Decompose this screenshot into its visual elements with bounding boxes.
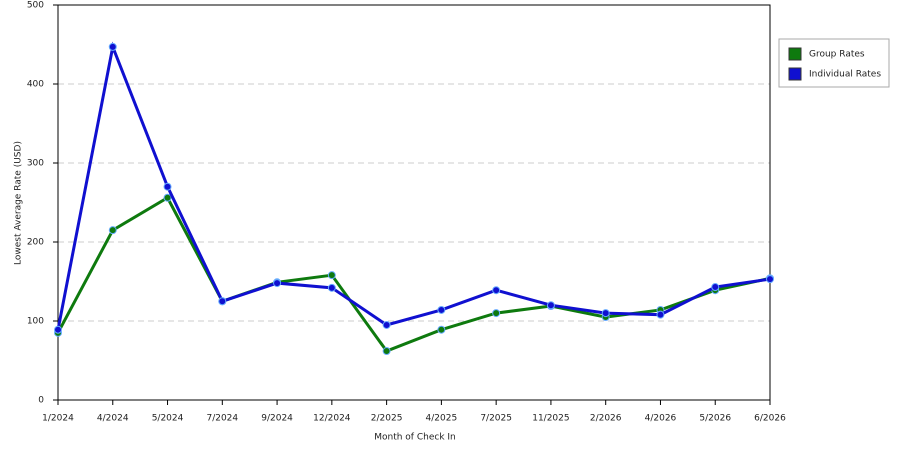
legend-label: Individual Rates xyxy=(809,70,881,80)
x-tick-label: 2/2026 xyxy=(590,414,622,424)
point xyxy=(273,279,282,288)
x-tick-label: 5/2024 xyxy=(152,414,184,424)
point xyxy=(766,275,774,284)
point xyxy=(546,301,555,310)
x-tick-label: 7/2024 xyxy=(206,414,238,424)
point xyxy=(382,320,391,329)
x-tick-label: 4/2025 xyxy=(426,414,458,424)
x-tick-label: 4/2026 xyxy=(645,414,677,424)
plot-frame xyxy=(57,4,771,401)
series-line xyxy=(56,41,771,330)
point xyxy=(382,347,391,356)
legend-swatch xyxy=(788,67,802,81)
point xyxy=(711,283,720,292)
point xyxy=(437,305,446,314)
x-tick-label: 4/2024 xyxy=(97,414,129,424)
point xyxy=(327,271,336,280)
point xyxy=(492,286,501,295)
point xyxy=(327,283,336,292)
point xyxy=(54,325,62,334)
point xyxy=(492,309,501,318)
point xyxy=(108,42,117,51)
y-tick-label: 300 xyxy=(27,159,44,169)
x-tick-label: 11/2025 xyxy=(532,414,569,424)
x-tick-label: 5/2026 xyxy=(699,414,731,424)
point xyxy=(108,226,117,235)
y-axis-label: Lowest Average Rate (USD) xyxy=(14,141,24,265)
x-tick-label: 6/2026 xyxy=(754,414,786,424)
y-tick-label: 200 xyxy=(27,238,44,248)
x-axis-label: Month of Check In xyxy=(374,433,456,443)
y-tick-label: 100 xyxy=(27,317,44,327)
y-tick-label: 500 xyxy=(27,1,44,11)
point xyxy=(218,297,227,306)
point xyxy=(163,182,172,191)
y-tick-label: 0 xyxy=(38,396,44,406)
series-line xyxy=(56,195,771,353)
point xyxy=(163,193,172,202)
x-tick-label: 7/2025 xyxy=(480,414,512,424)
point xyxy=(601,309,610,318)
x-tick-label: 2/2025 xyxy=(371,414,403,424)
legend-swatch xyxy=(788,47,802,61)
point xyxy=(437,325,446,334)
x-tick-label: 1/2024 xyxy=(42,414,74,424)
point xyxy=(656,310,665,319)
legend-label: Group Rates xyxy=(809,50,865,60)
y-tick-label: 400 xyxy=(27,80,44,90)
x-tick-label: 9/2024 xyxy=(261,414,293,424)
x-tick-label: 12/2024 xyxy=(313,414,351,424)
